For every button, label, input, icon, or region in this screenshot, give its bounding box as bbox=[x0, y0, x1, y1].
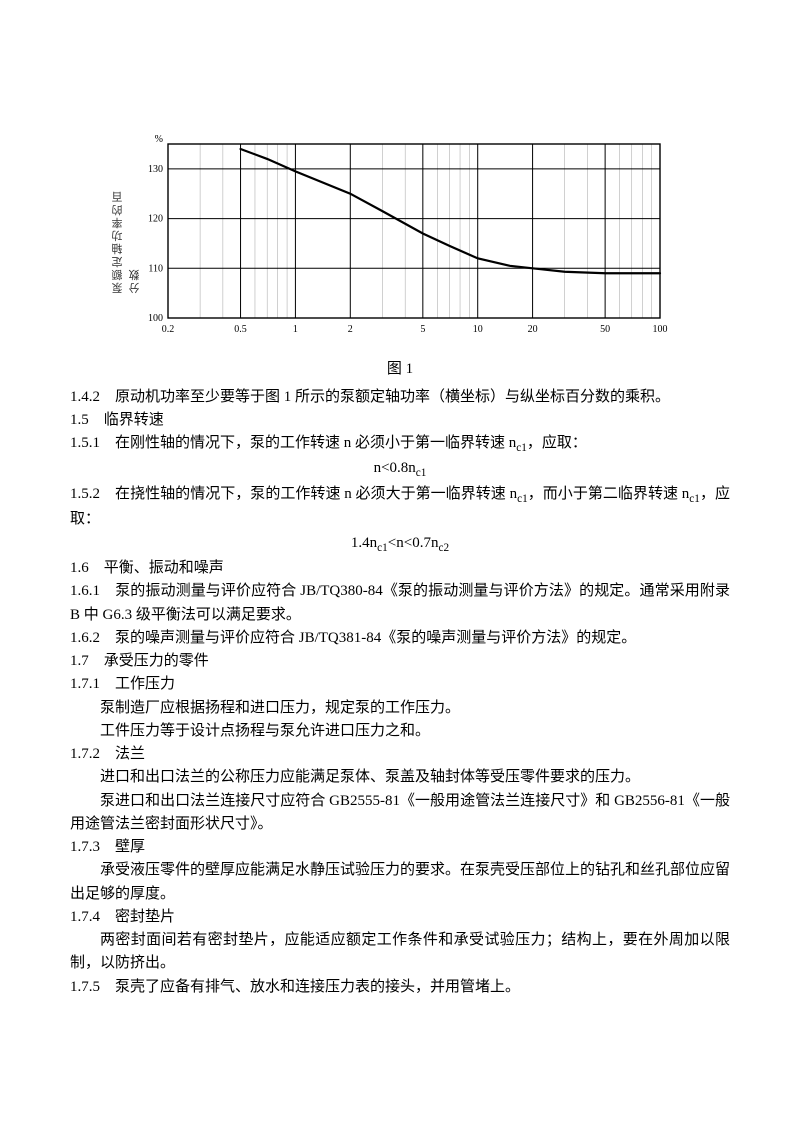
svg-text:10: 10 bbox=[473, 324, 483, 335]
para-1-7-4: 两密封面间若有密封垫片，应能适应额定工作条件和承受试验压力；结构上，要在外周加以… bbox=[70, 929, 730, 976]
para-1-6-1: 1.6.1 泵的振动测量与评价应符合 JB/TQ380-84《泵的振动测量与评价… bbox=[70, 580, 730, 627]
para-1-6-2: 1.6.2 泵的噪声测量与评价应符合 JB/TQ381-84《泵的噪声测量与评价… bbox=[70, 627, 730, 650]
section-1-6: 1.6 平衡、振动和噪声 bbox=[70, 557, 730, 580]
svg-text:1: 1 bbox=[293, 324, 298, 335]
subscript: c1 bbox=[689, 493, 700, 505]
text: ，而小于第二临界转速 n bbox=[528, 486, 690, 502]
svg-text:110: 110 bbox=[148, 263, 163, 274]
section-1-7: 1.7 承受压力的零件 bbox=[70, 650, 730, 673]
text: ，应取： bbox=[527, 435, 587, 451]
text: n<0.8n bbox=[374, 460, 416, 476]
svg-text:100: 100 bbox=[148, 313, 163, 324]
figure-caption: 图 1 bbox=[70, 358, 730, 381]
text: 1.5.1 在刚性轴的情况下，泵的工作转速 n 必须小于第一临界转速 n bbox=[70, 435, 516, 451]
subscript: c1 bbox=[416, 467, 427, 479]
formula-2: 1.4nc1<n<0.7nc2 bbox=[70, 532, 730, 557]
para-1-4-2: 1.4.2 原动机功率至少要等于图 1 所示的泵额定轴功率（横坐标）与纵坐标百分… bbox=[70, 386, 730, 409]
para-1-5-2: 1.5.2 在挠性轴的情况下，泵的工作转速 n 必须大于第一临界转速 nc1，而… bbox=[70, 483, 730, 532]
document-page: 泵额定轴功率的百分数 100110120130%0.20.51251020501… bbox=[0, 0, 800, 1039]
subscript: c1 bbox=[517, 493, 528, 505]
text: 1.4n bbox=[351, 535, 377, 551]
formula-1: n<0.8nc1 bbox=[70, 457, 730, 482]
para-1-7-2-b: 泵进口和出口法兰连接尺寸应符合 GB2555-81《一般用途管法兰连接尺寸》和 … bbox=[70, 790, 730, 837]
svg-text:5: 5 bbox=[420, 324, 425, 335]
section-1-7-3: 1.7.3 壁厚 bbox=[70, 836, 730, 859]
svg-text:50: 50 bbox=[600, 324, 610, 335]
subscript: c1 bbox=[516, 442, 527, 454]
chart-svg: 100 110 120 130% 0.2 0.5 1 2 5 10 20 50 100 bbox=[130, 130, 670, 340]
text: <n<0.7n bbox=[388, 535, 439, 551]
section-1-5: 1.5 临界转速 bbox=[70, 409, 730, 432]
svg-text:130: 130 bbox=[148, 164, 163, 175]
svg-text:100: 100 bbox=[653, 324, 668, 335]
section-1-7-4: 1.7.4 密封垫片 bbox=[70, 906, 730, 929]
subscript: c1 bbox=[377, 542, 388, 554]
svg-text:0.2: 0.2 bbox=[162, 324, 175, 335]
para-1-7-1-a: 泵制造厂应根据扬程和进口压力，规定泵的工作压力。 bbox=[70, 697, 730, 720]
svg-text:2: 2 bbox=[348, 324, 353, 335]
para-1-7-5: 1.7.5 泵壳了应备有排气、放水和连接压力表的接头，并用管堵上。 bbox=[70, 976, 730, 999]
para-1-7-2-a: 进口和出口法兰的公称压力应能满足泵体、泵盖及轴封体等受压零件要求的压力。 bbox=[70, 766, 730, 789]
chart-y-axis-label: 泵额定轴功率的百分数 bbox=[110, 185, 144, 294]
para-1-7-3: 承受液压零件的壁厚应能满足水静压试验压力的要求。在泵壳受压部位上的钻孔和丝孔部位… bbox=[70, 859, 730, 906]
section-1-7-2: 1.7.2 法兰 bbox=[70, 743, 730, 766]
para-1-5-1: 1.5.1 在刚性轴的情况下，泵的工作转速 n 必须小于第一临界转速 nc1，应… bbox=[70, 432, 730, 457]
svg-text:0.5: 0.5 bbox=[234, 324, 247, 335]
svg-text:%: % bbox=[155, 134, 163, 145]
svg-text:120: 120 bbox=[148, 214, 163, 225]
svg-text:20: 20 bbox=[528, 324, 538, 335]
figure-1-chart: 泵额定轴功率的百分数 100110120130%0.20.51251020501… bbox=[130, 130, 670, 348]
subscript: c2 bbox=[438, 542, 449, 554]
text: 1.5.2 在挠性轴的情况下，泵的工作转速 n 必须大于第一临界转速 n bbox=[70, 486, 517, 502]
section-1-7-1: 1.7.1 工作压力 bbox=[70, 673, 730, 696]
para-1-7-1-b: 工件压力等于设计点扬程与泵允许进口压力之和。 bbox=[70, 720, 730, 743]
